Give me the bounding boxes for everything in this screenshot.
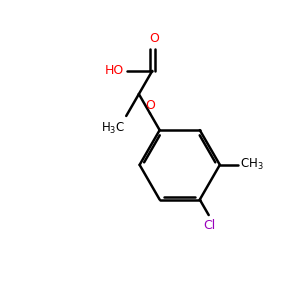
Text: HO: HO — [105, 64, 124, 77]
Text: H$_3$C: H$_3$C — [100, 120, 125, 136]
Text: O: O — [149, 32, 159, 45]
Text: CH$_3$: CH$_3$ — [240, 157, 264, 172]
Text: Cl: Cl — [203, 219, 216, 232]
Text: O: O — [145, 99, 155, 112]
